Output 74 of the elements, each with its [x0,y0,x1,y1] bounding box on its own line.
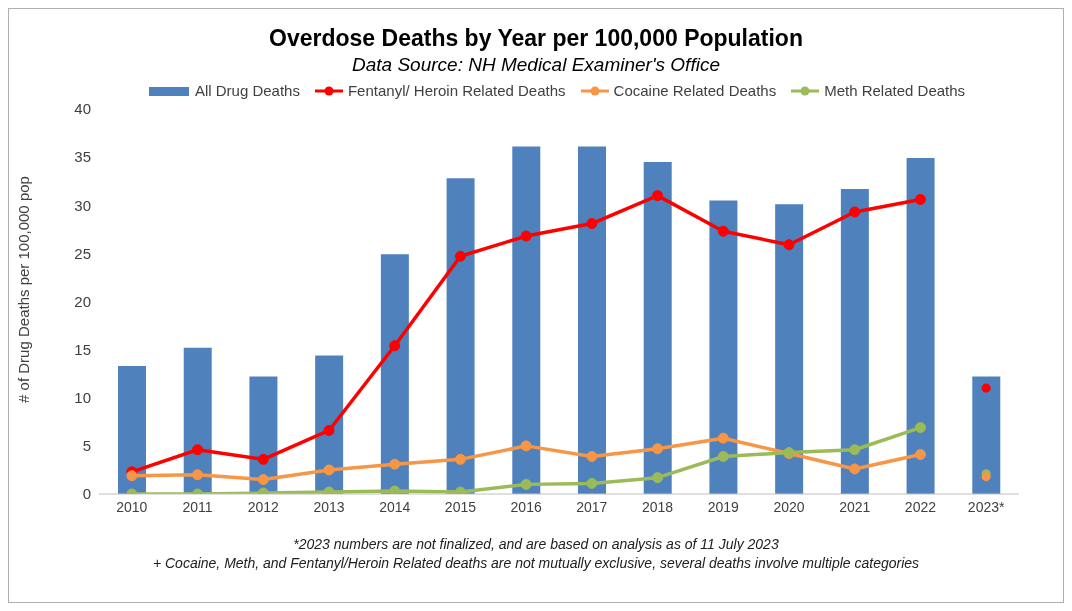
point [849,463,861,475]
point [520,440,532,452]
point [783,239,795,251]
point [454,453,466,465]
x-tick-label: 2022 [904,498,937,515]
bar [709,200,738,494]
y-tick-label: 20 [74,292,91,310]
point [652,472,664,484]
point [586,218,598,230]
x-tick-label: 2015 [444,498,477,515]
point [717,225,729,237]
point [914,193,926,205]
point [257,453,269,465]
y-tick-label: 25 [74,244,91,262]
x-tick-label: 2013 [313,498,345,515]
y-tick-label: 30 [74,196,91,214]
x-tick-label: 2012 [247,498,280,515]
point [849,444,861,456]
bar [972,376,1001,494]
point [192,444,204,456]
x-tick-label: 2019 [707,498,740,515]
point [192,469,204,481]
bar [643,161,672,494]
y-axis-title: # of Drug Deaths per 100,000 pop [14,175,32,403]
x-tick-label: 2011 [182,498,213,515]
x-tick-label: 2010 [116,498,148,515]
x-tick-label: 2021 [839,498,871,515]
bar [446,178,475,494]
point [126,470,138,482]
point [717,432,729,444]
x-tick-label: 2016 [510,498,542,515]
point [520,478,532,490]
legend-label: Fentanyl/ Heroin Related Deaths [347,82,566,99]
text: *2023 numbers are not finalized, and are based on analysis as of 11 July 2023 [292,535,780,554]
point [652,443,664,455]
point [323,424,335,436]
point [914,449,926,461]
x-tick-label: 2020 [773,498,805,515]
point [717,450,729,462]
point [323,464,335,476]
bar [183,347,212,494]
bar [906,158,935,494]
point [389,340,401,352]
chart-title: Overdose Deaths by Year per 100,000 Population [268,25,804,52]
point [257,474,269,486]
point [389,458,401,470]
x-tick-label: 2018 [641,498,674,515]
y-tick-label: 40 [74,100,91,118]
y-tick-label: 35 [74,148,91,166]
bar [512,146,541,494]
point [520,230,532,242]
legend-label: Cocaine Related Deaths [613,82,777,99]
point [914,422,926,434]
point [652,190,664,202]
x-tick-label: 2014 [379,498,411,515]
bar [775,204,804,494]
point [586,477,598,489]
point [849,206,861,218]
legend-label: All Drug Deaths [194,82,300,99]
text: + Cocaine, Meth, and Fentanyl/Heroin Related deaths are not mutually exclusive, several deaths involve multiple categories [151,554,921,573]
legend-label: Meth Related Deaths [824,82,966,99]
point [586,450,598,462]
point [389,485,401,494]
y-tick-label: 15 [74,340,91,358]
chart-subtitle: Data Source: NH Medical Examiner's Office [351,54,721,76]
point [454,250,466,262]
bar [578,146,606,494]
bar [840,188,869,494]
y-tick-label: 0 [82,485,91,503]
bar [118,365,146,494]
x-tick-label: 2023* [967,498,1005,515]
y-tick-label: 10 [74,389,91,407]
y-tick-label: 5 [82,437,91,455]
x-tick-label: 2017 [576,498,608,515]
